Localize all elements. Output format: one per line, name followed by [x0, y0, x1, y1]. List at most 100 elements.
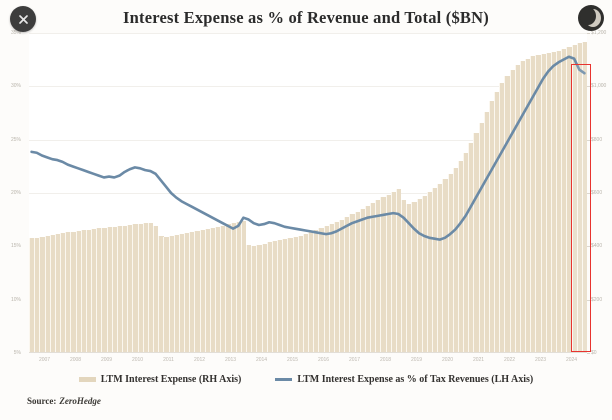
x-axis-tick-label: 2016: [317, 357, 330, 363]
bar: [561, 49, 567, 353]
bar: [437, 183, 443, 353]
y-axis-right-tick-mark: [587, 139, 590, 141]
line-path: [32, 57, 585, 240]
bar: [215, 226, 221, 353]
moon-icon-shadow: [580, 7, 596, 25]
bar: [122, 225, 128, 353]
bar: [220, 225, 226, 353]
bar: [509, 69, 515, 353]
bar: [514, 65, 521, 353]
bar: [571, 44, 577, 353]
bar: [163, 237, 169, 353]
bar: [426, 191, 433, 353]
bar: [344, 217, 350, 353]
bar: [385, 194, 391, 353]
source-label: Source:: [27, 396, 57, 406]
bar: [44, 235, 50, 353]
x-axis-tick-label: 2009: [100, 357, 113, 363]
bar: [101, 227, 107, 353]
gridline: [29, 86, 587, 87]
bar: [556, 50, 562, 353]
x-axis-tick-label: 2010: [131, 357, 144, 363]
bar: [499, 83, 505, 353]
x-axis-tick-label: 2018: [379, 357, 392, 363]
x-axis-tick-label: 2024: [565, 357, 578, 363]
bar: [271, 241, 278, 353]
legend-label-bars: LTM Interest Expense (RH Axis): [100, 374, 242, 385]
bar: [313, 230, 319, 353]
y-axis-right-tick-mark: [587, 246, 590, 248]
y-axis-right-tick-mark: [587, 33, 590, 34]
bar: [147, 222, 154, 353]
x-axis-tick-label: 2012: [193, 357, 206, 363]
legend-swatch-bar-icon: [78, 377, 96, 382]
bar: [566, 46, 572, 353]
bar: [85, 229, 92, 353]
bar: [168, 236, 174, 353]
bar: [261, 243, 267, 353]
y-axis-right-tick-label: $0: [591, 350, 597, 356]
source-name: ZeroHedge: [59, 396, 101, 406]
x-axis-tick-label: 2014: [255, 357, 268, 363]
bar: [292, 236, 298, 353]
x-axis-tick-label: 2008: [69, 357, 82, 363]
bar: [581, 42, 588, 353]
bar: [91, 229, 97, 353]
x-axis-tick-label: 2015: [286, 357, 299, 363]
bar: [483, 111, 490, 353]
bar: [158, 235, 164, 353]
bar: [359, 209, 366, 353]
bar: [194, 230, 200, 353]
close-button[interactable]: [10, 6, 36, 32]
bar: [132, 224, 138, 353]
close-icon: [18, 14, 28, 24]
bar: [153, 226, 159, 353]
bar: [75, 230, 81, 353]
y-axis-left-tick-label: 15%: [10, 243, 21, 250]
bar: [225, 224, 231, 353]
highlight-box: [571, 64, 591, 352]
bar: [432, 188, 438, 353]
bar: [323, 226, 329, 353]
y-axis-left-tick-label: 30%: [10, 83, 21, 90]
chart-legend: LTM Interest Expense (RH Axis) LTM Inter…: [0, 374, 612, 385]
bar: [199, 229, 205, 353]
bar: [204, 228, 211, 353]
bar: [468, 143, 474, 353]
x-axis-tick-label: 2017: [348, 357, 361, 363]
y-axis-left-tick-label: 5%: [13, 350, 21, 356]
y-axis-right-tick-mark: [587, 193, 590, 194]
y-axis-right-tick-label: $400: [591, 243, 603, 250]
x-axis-tick-label: 2007: [38, 357, 51, 363]
bar: [256, 245, 262, 353]
legend-label-line: LTM Interest Expense as % of Tax Revenue…: [297, 374, 534, 385]
bar: [318, 228, 324, 353]
y-axis-left-tick-label: 35%: [10, 30, 21, 36]
y-axis-right-tick-mark: [587, 353, 590, 354]
bar: [380, 197, 386, 353]
bar: [375, 199, 381, 353]
bar: [442, 179, 448, 353]
bar: [447, 173, 453, 353]
bar: [302, 234, 309, 353]
source-attribution: Source: ZeroHedge: [27, 396, 101, 406]
x-axis-line: [29, 352, 587, 353]
legend-item-line[interactable]: LTM Interest Expense as % of Tax Revenue…: [275, 374, 533, 385]
bar: [349, 214, 355, 353]
bar: [29, 238, 35, 353]
bar: [457, 161, 464, 353]
moon-badge-button[interactable]: [578, 5, 604, 31]
y-axis-right-tick-label: $1,200: [591, 30, 607, 36]
bar: [463, 153, 469, 353]
x-axis-tick-label: 2020: [441, 357, 454, 363]
bar: [494, 91, 500, 353]
bar: [525, 58, 531, 353]
bar: [282, 238, 288, 353]
bar: [142, 223, 149, 353]
bar: [550, 51, 557, 353]
bar: [137, 223, 143, 353]
legend-item-bars[interactable]: LTM Interest Expense (RH Axis): [78, 374, 242, 385]
bar: [576, 43, 583, 353]
bar: [406, 203, 412, 353]
bar: [251, 245, 257, 353]
